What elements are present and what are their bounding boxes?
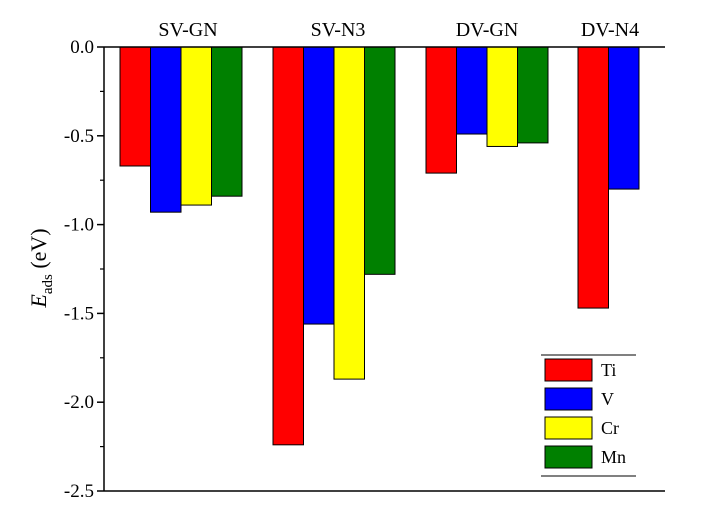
legend-label: V — [601, 389, 614, 409]
legend-label: Ti — [601, 360, 616, 380]
legend-item-cr: Cr — [544, 416, 619, 440]
bar-sv-gn-ti — [119, 46, 151, 167]
category-label: SV-N3 — [311, 19, 366, 41]
bar-dv-gn-ti — [425, 46, 457, 174]
y-tick-label: -1.5 — [64, 303, 94, 324]
legend: Ti V Cr Mn — [541, 354, 636, 477]
bar-dv-n4-v — [608, 46, 640, 190]
y-tick-label: -0.5 — [64, 126, 94, 147]
bar-dv-n4-ti — [577, 46, 609, 309]
axes-layer: 0.0 -0.5 -1.0 -1.5 -2.0 -2.5 — [64, 37, 665, 502]
category-label: DV-GN — [456, 19, 519, 41]
legend-swatch — [544, 416, 593, 440]
bars-layer — [119, 46, 640, 446]
legend-label: Mn — [601, 447, 626, 467]
category-labels: SV-GN SV-N3 DV-GN DV-N4 — [158, 19, 639, 41]
legend-item-ti: Ti — [544, 358, 616, 382]
legend-label: Cr — [601, 418, 619, 438]
y-tick-label: -1.0 — [64, 215, 94, 236]
y-axis-label: Eads (eV) — [26, 228, 56, 308]
bar-sv-n3-mn — [364, 46, 396, 275]
y-tick-label: 0.0 — [70, 37, 94, 58]
bar-sv-gn-cr — [180, 46, 212, 206]
bar-dv-gn-v — [456, 46, 488, 135]
y-tick-label: -2.0 — [64, 392, 94, 413]
bar-dv-gn-cr — [486, 46, 518, 147]
legend-swatch — [544, 445, 593, 469]
y-axis-label-unit: (eV) — [26, 228, 51, 274]
bar-sv-gn-v — [150, 46, 182, 213]
y-tick-label: -2.5 — [64, 481, 94, 502]
legend-item-mn: Mn — [544, 445, 626, 469]
legend-swatch — [544, 358, 593, 382]
legend-item-v: V — [544, 387, 614, 411]
category-label: SV-GN — [158, 19, 217, 41]
y-axis-label-main: E — [26, 294, 51, 309]
y-axis-label-subscript: ads — [40, 274, 56, 294]
legend-swatch — [544, 387, 593, 411]
bar-sv-n3-cr — [333, 46, 365, 380]
category-label: DV-N4 — [581, 19, 639, 41]
bar-sv-n3-v — [303, 46, 335, 325]
bar-sv-gn-mn — [211, 46, 243, 197]
bar-sv-n3-ti — [272, 46, 304, 446]
bar-dv-gn-mn — [517, 46, 549, 144]
